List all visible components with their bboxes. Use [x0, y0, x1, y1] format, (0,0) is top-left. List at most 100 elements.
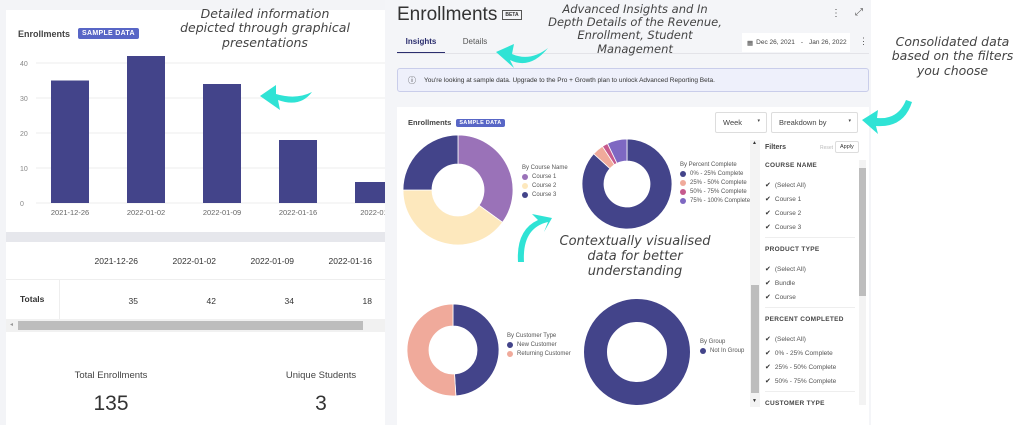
filters-title: Filters — [765, 144, 787, 151]
legend-swatch — [507, 342, 513, 348]
legend-item[interactable]: Course 1 — [522, 174, 568, 180]
legend-swatch — [522, 192, 528, 198]
donut-slice[interactable] — [402, 189, 504, 246]
arrow-icon — [517, 214, 552, 262]
legend-item[interactable]: Returning Customer — [507, 351, 571, 357]
table-header-date: 2022-01-02 — [172, 256, 216, 266]
legend-item[interactable]: 0% - 25% Complete — [680, 171, 750, 177]
breakdown-select[interactable]: Breakdown by ▾ — [771, 112, 858, 133]
filter-checkbox[interactable]: ✔ Bundle — [765, 279, 855, 287]
donut-chart — [406, 303, 500, 397]
chart-scrollbar[interactable]: ▲ ▼ — [750, 140, 760, 407]
filter-checkbox[interactable]: ✔ Course 3 — [765, 223, 855, 231]
sample-data-banner: ⓘ You're looking at sample data. Upgrade… — [397, 68, 869, 92]
date-options-icon[interactable]: ⋮ — [859, 36, 868, 46]
beta-badge: BETA — [502, 10, 522, 20]
filter-option-label: Course 1 — [774, 196, 802, 203]
legend-item[interactable]: New Customer — [507, 342, 571, 348]
period-select[interactable]: Week ▾ — [715, 112, 767, 133]
filter-checkbox[interactable]: ✔ Course 2 — [765, 209, 855, 217]
filter-checkbox[interactable]: ✔ 0% - 25% Complete — [765, 349, 855, 357]
legend-item[interactable]: 25% - 50% Complete — [680, 180, 750, 186]
arrow-icon — [862, 100, 912, 134]
legend-item[interactable]: 75% - 100% Complete — [680, 198, 750, 204]
bar[interactable] — [51, 80, 89, 204]
legend-item[interactable]: Course 3 — [522, 192, 568, 198]
date-end: Jan 26, 2022 — [809, 39, 847, 46]
calendar-icon: ▦ — [747, 39, 754, 47]
scroll-left-icon[interactable]: ◂ — [10, 322, 14, 328]
filter-option-label: (Select All) — [774, 182, 806, 189]
legend-item[interactable]: Course 2 — [522, 183, 568, 189]
donut-slice[interactable] — [606, 138, 628, 164]
tab-details[interactable]: Details — [462, 37, 488, 46]
legend-label: 50% - 75% Complete — [690, 189, 747, 195]
donut-slice[interactable] — [584, 299, 690, 405]
filter-checkbox[interactable]: ✔ 50% - 75% Complete — [765, 377, 855, 385]
date-separator: - — [800, 39, 803, 46]
reset-button[interactable]: Reset — [820, 145, 834, 151]
donut-slice[interactable] — [406, 303, 457, 397]
donut-slice[interactable] — [581, 138, 673, 230]
scrollbar-thumb[interactable] — [859, 168, 866, 296]
filter-checkbox[interactable]: ✔ 25% - 50% Complete — [765, 363, 855, 371]
legend-swatch — [700, 348, 706, 354]
scroll-up-icon: ▲ — [752, 140, 757, 146]
bar[interactable] — [279, 140, 317, 203]
bar[interactable] — [127, 56, 165, 203]
enrollments-report-panel: Enrollments SAMPLE DATA 0 10 20 30 40 2021-12… — [0, 0, 385, 425]
arrow-icon — [260, 85, 312, 110]
checkmark-icon: ✔ — [765, 224, 771, 231]
legend-label: 75% - 100% Complete — [690, 198, 751, 204]
filter-option-label: 25% - 50% Complete — [774, 364, 837, 371]
legend-label: 25% - 50% Complete — [690, 180, 747, 186]
totals-row-label: Totals — [20, 294, 45, 304]
donut-slice[interactable] — [402, 134, 459, 191]
legend-swatch — [680, 189, 686, 195]
filter-section-title: COURSE NAME — [765, 162, 818, 169]
filter-option-label: 0% - 25% Complete — [774, 350, 833, 357]
filter-checkbox[interactable]: ✔ Course 1 — [765, 195, 855, 203]
donut-slice[interactable] — [457, 134, 514, 223]
legend-label: Course 1 — [532, 174, 557, 180]
table-header-date: 2022-01-09 — [250, 256, 294, 266]
annotation-graphical: Detailed information depicted through gr… — [180, 6, 350, 50]
scrollbar-thumb[interactable] — [18, 321, 363, 330]
donut-legend: By Percent Complete 0% - 25% Complete 25% … — [680, 162, 750, 207]
apply-button[interactable]: Apply — [835, 141, 859, 153]
filter-option-label: Bundle — [774, 280, 796, 287]
table-cell: 34 — [284, 296, 294, 306]
filters-panel: Filters Reset Apply COURSE NAME ✔ (Select … — [765, 140, 869, 407]
table-divider — [6, 232, 385, 242]
stat-label: Unique Students — [285, 370, 357, 381]
more-options-icon[interactable]: ⋮ — [831, 8, 841, 19]
bar[interactable] — [355, 182, 385, 203]
horizontal-scrollbar[interactable]: ◂ — [6, 319, 385, 332]
donut-slice[interactable] — [452, 303, 500, 397]
filter-option-label: Course 3 — [774, 224, 802, 231]
filter-checkbox[interactable]: ✔ Course — [765, 293, 855, 301]
filter-checkbox[interactable]: ✔ (Select All) — [765, 265, 855, 273]
x-tick-label: 2022-01-02 — [127, 208, 165, 217]
y-tick-label: 0 — [20, 201, 24, 208]
annotation-advanced: Advanced Insights and In Depth Details o… — [548, 2, 722, 56]
expand-icon[interactable]: ⤢ — [855, 7, 863, 18]
scrollbar-thumb[interactable] — [751, 285, 759, 393]
donut-charts — [402, 134, 690, 405]
x-tick-label: 2022-01-09 — [203, 208, 241, 217]
filter-section-title: CUSTOMER TYPE — [765, 400, 825, 405]
chevron-down-icon: ▾ — [757, 118, 760, 124]
filter-checkbox[interactable]: ✔ (Select All) — [765, 335, 855, 343]
date-range-picker[interactable]: ▦ Dec 26, 2021 - Jan 26, 2022 — [742, 33, 850, 52]
legend-item[interactable]: 50% - 75% Complete — [680, 189, 750, 195]
filter-checkbox[interactable]: ✔ (Select All) — [765, 181, 855, 189]
legend-swatch — [680, 180, 686, 186]
bar[interactable] — [203, 84, 241, 203]
annotation-contextual: Contextually visualised data for better … — [559, 234, 711, 279]
filters-scrollbar[interactable] — [859, 160, 866, 405]
checkmark-icon: ✔ — [765, 266, 771, 273]
table-cell: 18 — [362, 296, 372, 306]
stats-area: Total Enrollments 135 Unique Students 3 — [6, 332, 385, 425]
legend-item[interactable]: Not In Group — [700, 348, 744, 354]
banner-text: You're looking at sample data. Upgrade t… — [424, 76, 715, 84]
